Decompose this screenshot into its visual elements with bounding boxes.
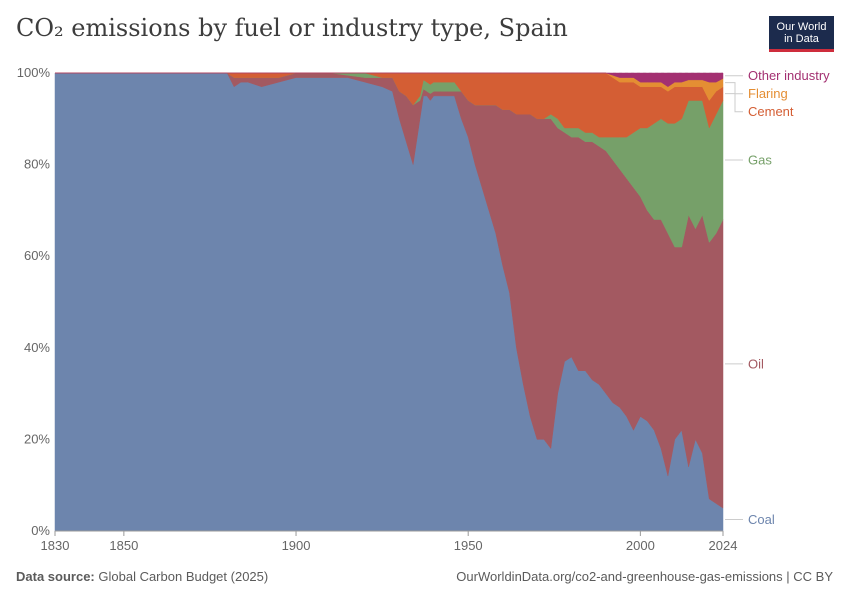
legend: Other industry Flaring Cement Gas Oil Coal	[725, 68, 830, 527]
legend-label-oil[interactable]: Oil	[748, 356, 764, 371]
legend-label-gas[interactable]: Gas	[748, 153, 772, 168]
x-tick-label: 1900	[282, 538, 311, 553]
source-url[interactable]: OurWorldinData.org/co2-and-greenhouse-ga…	[456, 569, 833, 584]
x-tick-label: 1830	[41, 538, 70, 553]
owid-logo[interactable]: Our World in Data	[769, 16, 834, 52]
logo-line1: Our World	[776, 21, 827, 33]
data-source-value[interactable]: Global Carbon Budget (2025)	[98, 569, 269, 584]
y-tick-label: 60%	[24, 248, 50, 263]
y-tick-label: 80%	[24, 157, 50, 172]
x-tick-label: 1950	[454, 538, 483, 553]
series-areas	[54, 72, 724, 532]
logo-line2: in Data	[784, 33, 819, 45]
chart-title: CO₂ emissions by fuel or industry type, …	[16, 14, 568, 42]
y-tick-label: 20%	[24, 431, 50, 446]
axes: 0% 20% 40% 60% 80% 100% 1830 1850 1900 1950 2000 20…	[17, 65, 738, 553]
legend-connector	[725, 82, 743, 95]
legend-connector	[725, 93, 743, 113]
x-tick-label: 2000	[626, 538, 655, 553]
legend-label-cement[interactable]: Cement	[748, 104, 794, 119]
y-tick-label: 0%	[31, 523, 50, 538]
y-tick-label: 40%	[24, 340, 50, 355]
legend-label-coal[interactable]: Coal	[748, 512, 775, 527]
legend-label-flaring[interactable]: Flaring	[748, 86, 788, 101]
x-tick-label: 2024	[709, 538, 738, 553]
x-tick-label: 1850	[109, 538, 138, 553]
area-other-industry[interactable]	[55, 72, 724, 88]
legend-label-other-industry[interactable]: Other industry	[748, 68, 830, 83]
y-tick-label: 100%	[17, 65, 51, 80]
data-source-label: Data source:	[16, 569, 95, 584]
data-source: Data source: Global Carbon Budget (2025)	[16, 569, 268, 584]
